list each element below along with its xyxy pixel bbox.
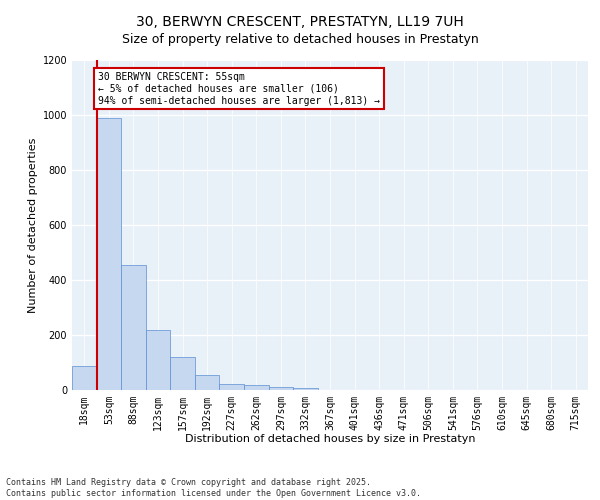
- Y-axis label: Number of detached properties: Number of detached properties: [28, 138, 38, 312]
- Text: 30, BERWYN CRESCENT, PRESTATYN, LL19 7UH: 30, BERWYN CRESCENT, PRESTATYN, LL19 7UH: [136, 15, 464, 29]
- Bar: [220, 384, 244, 390]
- Bar: [170, 357, 195, 390]
- Bar: [72, 366, 97, 390]
- Text: Size of property relative to detached houses in Prestatyn: Size of property relative to detached ho…: [122, 32, 478, 46]
- Bar: [244, 386, 269, 390]
- Text: Contains HM Land Registry data © Crown copyright and database right 2025.
Contai: Contains HM Land Registry data © Crown c…: [6, 478, 421, 498]
- Bar: [146, 330, 170, 390]
- Bar: [293, 388, 318, 390]
- Text: 30 BERWYN CRESCENT: 55sqm
← 5% of detached houses are smaller (106)
94% of semi-: 30 BERWYN CRESCENT: 55sqm ← 5% of detach…: [98, 72, 380, 106]
- Bar: [97, 118, 121, 390]
- Bar: [195, 375, 220, 390]
- Bar: [269, 386, 293, 390]
- Bar: [121, 265, 146, 390]
- X-axis label: Distribution of detached houses by size in Prestatyn: Distribution of detached houses by size …: [185, 434, 475, 444]
